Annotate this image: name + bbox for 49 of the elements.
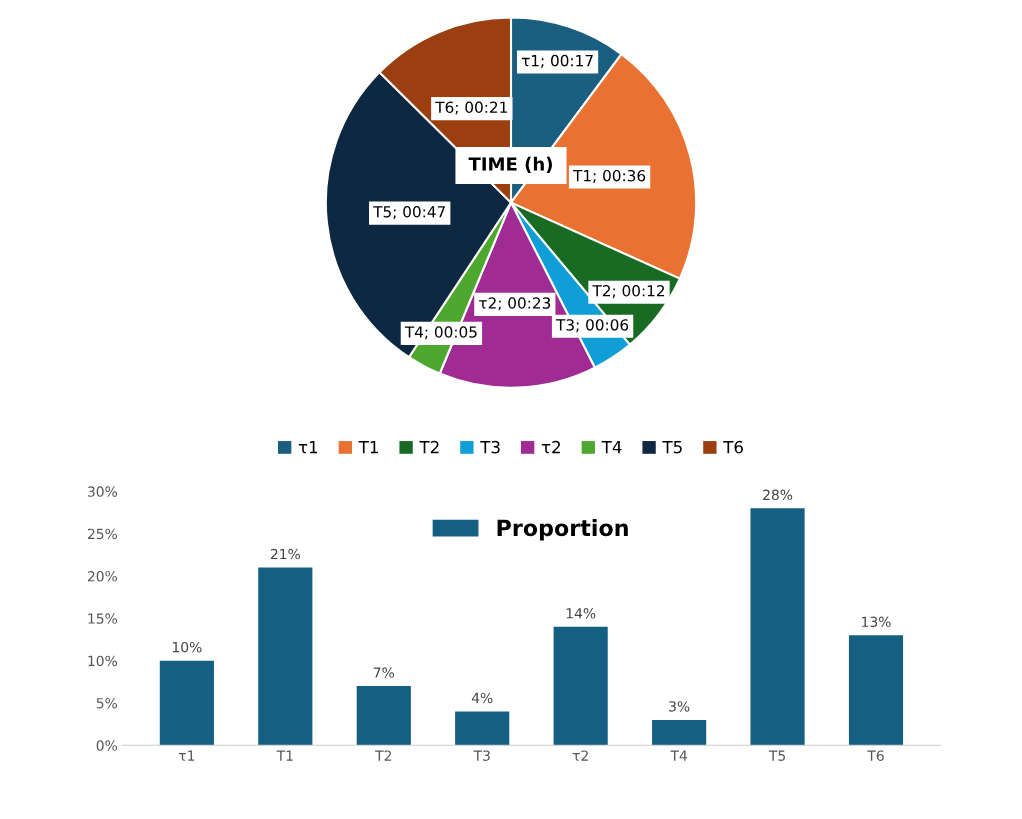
data-label: T6; 00:21 <box>435 101 507 115</box>
data-label: 3% <box>669 701 690 712</box>
data-label: 14% <box>566 608 596 619</box>
y-tick-label: 10% <box>88 655 118 667</box>
x-tick-label: T3 <box>473 750 490 761</box>
bar <box>455 711 510 746</box>
bar <box>553 626 608 746</box>
data-label: 7% <box>373 667 395 678</box>
data-label: T1; 00:36 <box>572 169 646 184</box>
y-tick-label: 25% <box>87 528 118 540</box>
data-label: τ2; 00:23 <box>479 297 551 311</box>
y-tick-label: 0% <box>96 740 118 751</box>
data-label: τ1; 00:17 <box>521 54 593 68</box>
y-tick-label: 30% <box>87 486 118 497</box>
y-tick-label: 20% <box>87 571 118 582</box>
x-tick-label: τ2 <box>572 750 588 761</box>
data-label: T2; 00:12 <box>592 285 665 299</box>
legend-label: T1 <box>358 441 378 454</box>
x-tick-label: T2 <box>375 750 392 761</box>
bar <box>258 567 313 746</box>
legend-label: Proportion <box>497 519 628 541</box>
bar <box>750 508 805 746</box>
y-tick-label: 15% <box>88 613 118 624</box>
data-label: 13% <box>862 616 891 628</box>
data-label: T4; 00:05 <box>404 326 477 340</box>
bar <box>356 686 411 746</box>
text: TIME (h) <box>468 156 552 173</box>
x-tick-label: T1 <box>276 750 293 761</box>
bar <box>159 660 214 746</box>
legend-label: τ1 <box>298 441 318 454</box>
data-label: 28% <box>763 489 793 501</box>
data-label: 4% <box>471 692 493 704</box>
x-tick-label: T6 <box>867 750 884 761</box>
legend-label: τ2 <box>541 440 560 454</box>
legend-label: T4 <box>601 441 622 454</box>
x-tick-label: T5 <box>768 750 785 761</box>
legend-label: T6 <box>723 440 743 454</box>
data-label: 21% <box>270 548 300 560</box>
data-label: T3; 00:06 <box>555 319 629 333</box>
bar <box>848 635 904 746</box>
x-tick-label: τ1 <box>178 750 195 761</box>
legend-label: T3 <box>480 440 500 454</box>
data-label: 10% <box>172 641 202 653</box>
x-tick-label: T4 <box>670 750 687 761</box>
bar <box>652 719 707 746</box>
legend-label: T5 <box>662 441 682 454</box>
y-tick-label: 5% <box>96 697 118 709</box>
data-label: T5; 00:47 <box>373 206 445 220</box>
legend-label: T2 <box>419 440 439 454</box>
